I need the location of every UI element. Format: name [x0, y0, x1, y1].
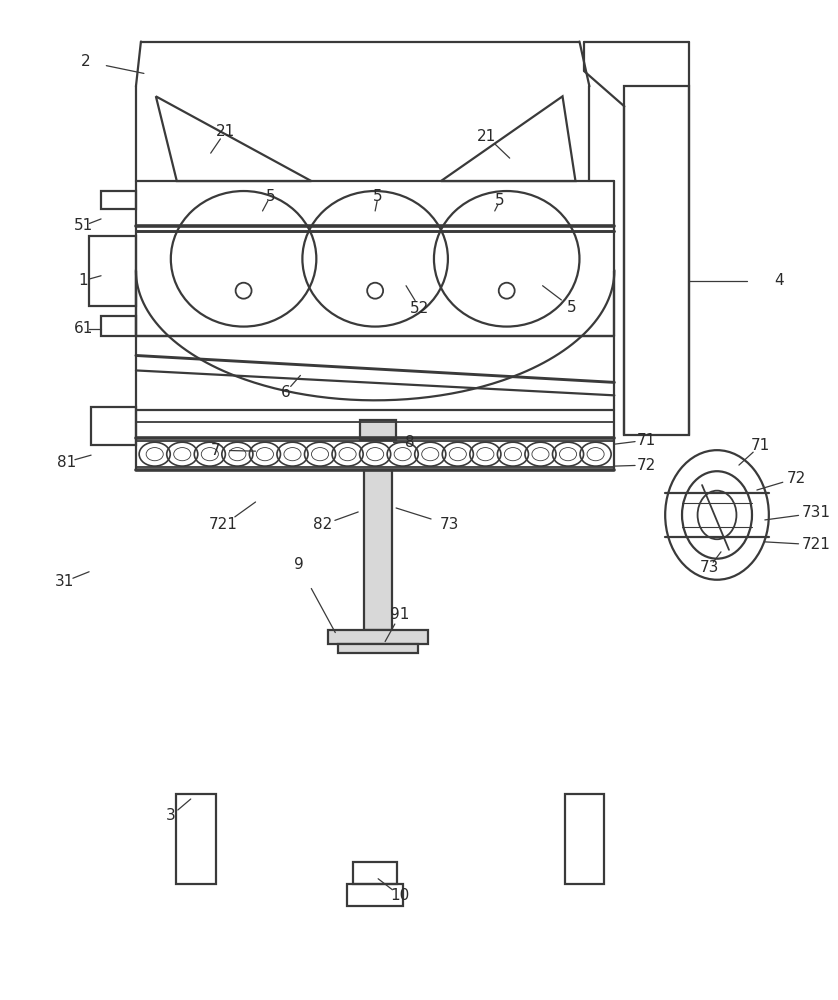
- Text: 52: 52: [411, 301, 430, 316]
- Bar: [89, 236, 136, 306]
- Text: 9: 9: [293, 557, 303, 572]
- Text: 91: 91: [391, 607, 410, 622]
- Text: 71: 71: [637, 433, 656, 448]
- Bar: [339, 644, 418, 653]
- Text: 5: 5: [373, 189, 383, 204]
- Text: 61: 61: [74, 321, 93, 336]
- Text: 721: 721: [802, 537, 831, 552]
- Text: 82: 82: [313, 517, 332, 532]
- Text: 51: 51: [74, 218, 93, 233]
- Text: 2: 2: [81, 54, 91, 69]
- Text: 1: 1: [78, 273, 88, 288]
- Bar: [365, 470, 392, 630]
- Text: 721: 721: [210, 517, 238, 532]
- Text: 31: 31: [54, 574, 74, 589]
- Text: 8: 8: [406, 435, 415, 450]
- Text: 3: 3: [166, 808, 176, 823]
- Text: 73: 73: [700, 560, 719, 575]
- Text: 6: 6: [281, 385, 290, 400]
- Text: 731: 731: [802, 505, 831, 520]
- Bar: [624, 86, 689, 435]
- Text: 5: 5: [495, 193, 504, 208]
- Bar: [360, 420, 396, 440]
- Bar: [91, 407, 136, 445]
- Bar: [101, 191, 136, 209]
- Text: 5: 5: [266, 189, 276, 204]
- Text: 5: 5: [566, 300, 577, 315]
- Bar: [328, 630, 428, 644]
- Text: 72: 72: [637, 458, 656, 473]
- Text: 81: 81: [56, 455, 75, 470]
- Text: 21: 21: [216, 124, 235, 139]
- Text: 73: 73: [440, 517, 459, 532]
- Text: 72: 72: [787, 471, 806, 486]
- Bar: [101, 316, 136, 336]
- Text: 10: 10: [391, 888, 410, 903]
- Bar: [347, 884, 403, 906]
- Text: 7: 7: [211, 443, 220, 458]
- Text: 4: 4: [774, 273, 784, 288]
- Bar: [354, 862, 397, 884]
- Bar: [565, 794, 604, 884]
- Text: 21: 21: [477, 129, 496, 144]
- Bar: [176, 794, 215, 884]
- Text: 71: 71: [751, 438, 770, 453]
